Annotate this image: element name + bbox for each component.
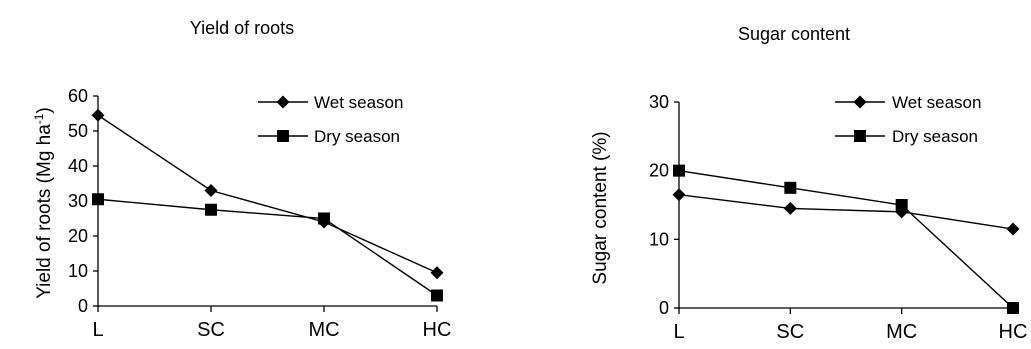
plot-area: 0 10 20 30 L SC MC HC Wet season Dry season: [649, 92, 1027, 343]
x-tick-label: L: [673, 321, 684, 343]
chart-title: Sugar content: [738, 24, 850, 44]
y-tick-label: 60: [68, 86, 88, 106]
series-wet-season: [672, 188, 1020, 236]
chart-title: Yield of roots: [190, 18, 294, 38]
legend-label: Wet season: [892, 93, 981, 112]
legend-entry: Wet season: [835, 93, 981, 112]
y-tick-label: 50: [68, 121, 88, 141]
data-point: [672, 188, 686, 202]
series-dry-season: [673, 164, 1019, 314]
y-axis-label: Sugar content (%): [590, 131, 611, 284]
x-tick-label: HC: [423, 319, 452, 341]
data-point: [673, 164, 685, 177]
y-tick-label: 40: [68, 156, 88, 176]
data-point: [783, 201, 797, 215]
x-tick-label: L: [92, 319, 103, 341]
legend-label: Dry season: [892, 127, 978, 146]
y-tick-label: 0: [78, 296, 88, 316]
data-point: [91, 108, 105, 122]
legend-marker: [276, 95, 290, 109]
y-tick-label: 20: [649, 161, 669, 181]
legend-marker: [854, 130, 866, 142]
legend-marker: [277, 130, 289, 142]
x-tick-label: SC: [776, 321, 804, 343]
y-axis-label: Yield of roots (Mg ha-1): [32, 107, 55, 299]
data-point: [784, 181, 797, 194]
series-line: [97, 198, 438, 297]
series-dry-season: [92, 193, 443, 302]
x-tick-label: MC: [886, 321, 917, 343]
legend-label: Wet season: [314, 93, 403, 112]
data-point: [1007, 302, 1019, 314]
y-tick-label: 20: [68, 226, 88, 246]
plot-area: 0 10 20 30 40 50 60 L SC MC HC Wet season Dry season: [68, 86, 451, 341]
y-tick-label: 30: [68, 191, 88, 211]
y-tick-label: 10: [649, 229, 669, 249]
data-point: [430, 266, 444, 280]
series-line: [678, 194, 1014, 230]
chart-sugar-content: Sugar content Sugar content (%) 0 10 20 30 L…: [590, 24, 1027, 343]
data-point: [1006, 222, 1020, 236]
y-tick-label: 0: [659, 298, 669, 318]
data-point: [205, 203, 217, 216]
legend-entry: Dry season: [258, 127, 400, 146]
y-tick-label: 30: [649, 92, 669, 112]
chart-yield-of-roots: Yield of roots Yield of roots (Mg ha-1) …: [32, 18, 451, 341]
data-point: [92, 193, 104, 206]
x-tick-label: MC: [308, 319, 339, 341]
data-point: [895, 199, 908, 211]
x-tick-label: SC: [197, 319, 225, 341]
data-point: [431, 289, 443, 302]
legend-label: Dry season: [314, 127, 400, 146]
series-line: [678, 169, 1014, 309]
series-line: [97, 114, 438, 274]
legend-entry: Dry season: [835, 127, 978, 146]
legend-entry: Wet season: [258, 93, 403, 112]
x-tick-label: HC: [999, 321, 1028, 343]
legend-marker: [853, 95, 867, 109]
data-point: [318, 212, 330, 225]
y-tick-label: 10: [68, 261, 88, 281]
data-point: [204, 184, 218, 197]
